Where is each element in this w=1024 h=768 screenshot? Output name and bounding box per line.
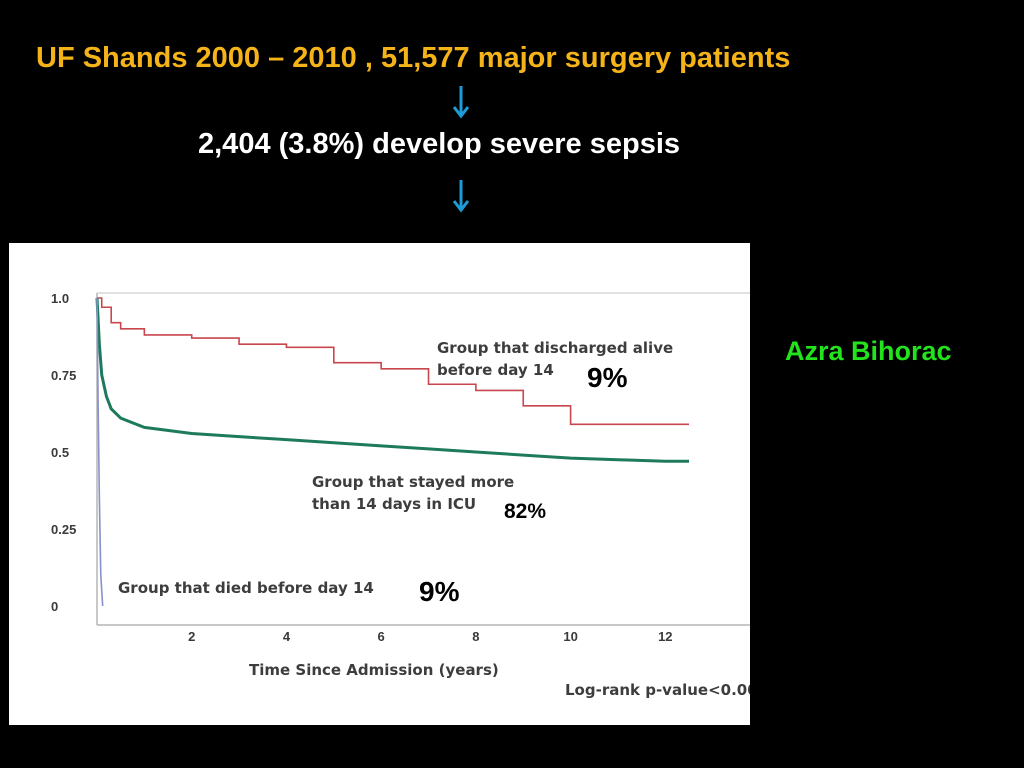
x-tick-label: 6 — [378, 629, 385, 644]
slide-subtitle: 2,404 (3.8%) develop severe sepsis — [198, 128, 681, 160]
log-rank-footnote: Log-rank p-value<0.000 — [565, 681, 750, 699]
y-tick-label: 0 — [51, 599, 58, 614]
series-line-died — [96, 297, 104, 607]
series-label-icu-line2: than 14 days in ICU — [312, 495, 476, 513]
y-tick-label: 0.25 — [51, 522, 76, 537]
author-name: Azra Bihorac — [785, 336, 952, 366]
x-tick-label: 8 — [472, 629, 479, 644]
x-tick-label: 4 — [283, 629, 291, 644]
x-tick-label: 2 — [188, 629, 195, 644]
series-line-discharged — [97, 297, 689, 426]
x-axis-label: Time Since Admission (years) — [249, 661, 499, 679]
arrow-down-icon — [452, 180, 470, 213]
series-label-discharged-line1: Group that discharged alive — [437, 339, 673, 357]
arrow-down-icon — [452, 86, 470, 119]
series-percent-icu: 82% — [504, 500, 546, 523]
series-label-icu-line1: Group that stayed more — [312, 473, 514, 491]
y-tick-label: 1.0 — [51, 291, 69, 306]
series-percent-discharged: 9% — [587, 362, 628, 393]
survival-chart-svg: 0 0.25 0.5 0.75 1.0 2 4 6 8 10 12 Group that disch… — [51, 291, 750, 699]
survival-chart: 0 0.25 0.5 0.75 1.0 2 4 6 8 10 12 Group that disch… — [9, 243, 750, 725]
x-tick-label: 10 — [563, 629, 577, 644]
series-label-discharged-line2: before day 14 — [437, 361, 554, 379]
series-line-icu — [95, 297, 689, 463]
y-tick-label: 0.75 — [51, 368, 76, 383]
y-tick-label: 0.5 — [51, 445, 69, 460]
slide-title: UF Shands 2000 – 2010 , 51,577 major sur… — [36, 42, 791, 74]
series-label-died: Group that died before day 14 — [118, 579, 374, 597]
x-tick-label: 12 — [658, 629, 672, 644]
series-percent-died: 9% — [419, 576, 460, 607]
